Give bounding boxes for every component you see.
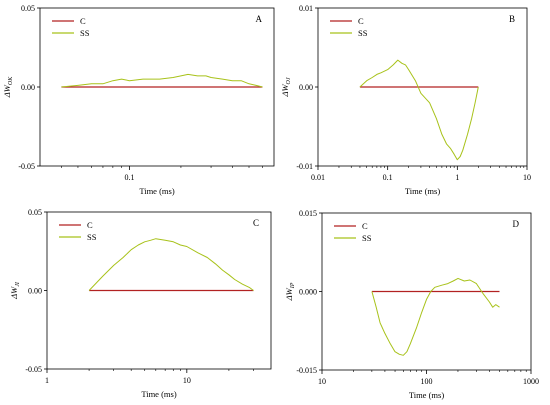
panel-letter: B [509, 14, 515, 24]
x-axis-label: Time (ms) [139, 186, 175, 196]
y-tick-label: 0.01 [299, 4, 313, 13]
y-axis-label-sub: IP [290, 282, 296, 289]
y-tick-label: 0.015 [299, 209, 317, 218]
x-tick-label: 10 [318, 377, 326, 386]
legend-label-c: C [358, 16, 364, 26]
series-line-ss [88, 238, 254, 291]
panel-A: 0.05 0.00 -0.05 0.1 Time (ms) ΔWOK A C SS [2, 4, 275, 196]
x-axis-label: Time (ms) [141, 389, 177, 399]
y-axis-label-sub: JI [15, 281, 21, 287]
x-axis-label: Time (ms) [409, 390, 445, 400]
panel-letter: D [513, 219, 520, 229]
y-axis-label-main: ΔW [284, 287, 294, 301]
series-line-ss [371, 277, 500, 356]
legend-label-ss: SS [358, 28, 368, 38]
x-tick-label: 0.1 [383, 173, 393, 182]
legend-label-c: C [87, 220, 93, 230]
y-axis-label: ΔWOK [2, 76, 14, 98]
y-axis-label-sub: OJ [286, 77, 292, 84]
legend-label-ss: SS [362, 233, 372, 243]
legend-label-ss: SS [80, 28, 90, 38]
x-tick-label: 0.1 [124, 173, 134, 182]
y-tick-label: -0.05 [18, 162, 35, 171]
x-tick-label: 1 [455, 173, 459, 182]
legend-label-ss: SS [87, 232, 97, 242]
y-tick-label: 0.05 [21, 4, 35, 13]
x-tick-label: 0.01 [311, 173, 325, 182]
y-tick-label: -0.01 [296, 162, 313, 171]
x-tick-label: 10 [183, 376, 191, 385]
panel-letter: A [256, 14, 263, 24]
x-tick-label: 100 [421, 377, 433, 386]
y-tick-label: 0.05 [28, 208, 42, 217]
y-tick-label: -0.015 [296, 366, 317, 375]
y-tick-label: 0.00 [299, 83, 313, 92]
y-tick-label: 0.00 [28, 287, 42, 296]
x-tick-label: 1 [45, 376, 49, 385]
y-axis-label-main: ΔW [9, 286, 19, 300]
y-axis-label: ΔWIP [284, 282, 296, 301]
panel-C: 0.05 0.00 -0.051 10 Time (ms) ΔWJI C C SS [9, 208, 272, 399]
y-axis-label-main: ΔW [2, 84, 12, 98]
panel-letter: C [253, 218, 259, 228]
y-tick-label: 0.000 [299, 288, 317, 297]
series-line-ss [61, 73, 263, 88]
legend-label-c: C [362, 221, 368, 231]
series-line-ss [359, 59, 479, 161]
x-tick-label: 1000 [523, 377, 539, 386]
panel-B: 0.01 0.00 -0.01 0.01 0.1 1 10 Time (ms) ΔWOJ B C SS [280, 4, 531, 196]
x-axis-label: Time (ms) [405, 186, 441, 196]
x-tick-label: 10 [523, 173, 531, 182]
legend-label-c: C [80, 16, 86, 26]
y-axis-label: ΔWOJ [280, 77, 292, 97]
y-axis-label: ΔWJI [9, 281, 21, 300]
y-axis-label-main: ΔW [280, 84, 290, 98]
y-tick-label: -0.05 [25, 365, 42, 374]
y-axis-label-sub: OK [8, 76, 14, 85]
y-tick-label: 0.00 [21, 83, 35, 92]
